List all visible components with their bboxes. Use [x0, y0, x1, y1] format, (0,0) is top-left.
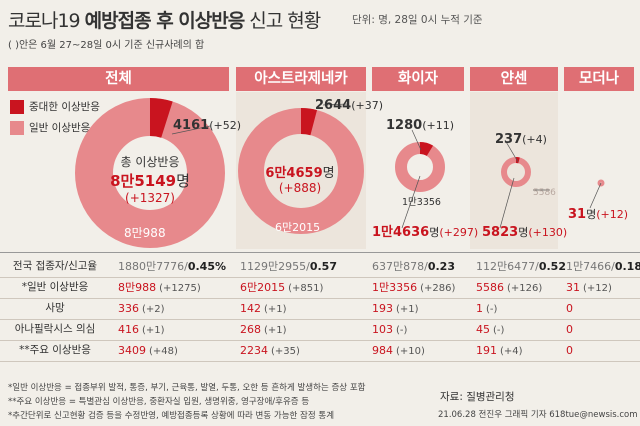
table-row: 아나필락시스 의심 416 (+1) 268 (+1) 103 (-) 45 (-) 0 — [0, 319, 640, 340]
table-cell: 2234 (+35) — [240, 344, 300, 357]
total-center-label: 총 이상반응 8만5149명 (+1327) — [110, 155, 190, 205]
total-general-label: 8만988 — [124, 226, 166, 240]
table-cell: 1만3356 (+286) — [372, 281, 456, 294]
table-cell: 3409 (+48) — [118, 344, 178, 357]
page-title: 코로나19 예방접종 후 이상반응 신고 현황 — [8, 6, 321, 33]
donut-general-slice-4 — [597, 179, 605, 187]
legend-swatch-general — [10, 120, 24, 135]
table-row-divider — [0, 298, 640, 299]
table-cell: 0 — [566, 323, 573, 336]
donut-severe-slice-1 — [300, 108, 318, 136]
table-cell: 416 (+1) — [118, 323, 165, 336]
column-header-janssen: 얀센 — [470, 67, 558, 91]
table-row-divider — [0, 277, 640, 278]
table-cell: 45 (-) — [476, 323, 505, 336]
moderna-total-label: 31명(+12) — [568, 207, 629, 222]
legend-item-severe: 중대한 이상반응 — [10, 99, 100, 114]
table-cell: 1만7466/0.18 — [566, 260, 640, 273]
donut-general-slice-3 — [501, 157, 531, 187]
pfizer-severe-label: 1280(+11) — [386, 118, 454, 133]
table-row-label: *일반 이상반응 — [21, 281, 89, 293]
table-cell: 193 (+1) — [372, 302, 419, 315]
column-bg-janssen — [470, 92, 558, 249]
table-cell: 336 (+2) — [118, 302, 165, 315]
janssen-severe-label: 237(+4) — [495, 132, 547, 147]
table-cell: 984 (+10) — [372, 344, 425, 357]
pfizer-general-label: 1만3356 — [402, 197, 441, 208]
leader-line — [401, 175, 421, 229]
title-suffix: 신고 현황 — [249, 10, 321, 32]
leader-line — [499, 177, 515, 229]
az-severe-label: 2644(+37) — [315, 98, 383, 113]
leader-line — [322, 103, 349, 106]
table-cell: 637만878/0.23 — [372, 260, 455, 273]
table-cell: 6만2015 (+851) — [240, 281, 324, 294]
title-bold: 예방접종 후 이상반응 — [84, 10, 246, 32]
table-cell: 0 — [566, 344, 573, 357]
table-row-label: 전국 접종자/신고율 — [12, 260, 98, 272]
footnote-1: *일반 이상반응 = 접종부위 발적, 통증, 부기, 근육통, 발열, 두통,… — [8, 383, 366, 393]
donut-severe-slice-0 — [149, 98, 173, 138]
unit-note: 단위: 명, 28일 0시 누적 기준 — [352, 14, 483, 26]
az-center-label: 6만4659명 (+888) — [265, 166, 335, 195]
table-row: 사망 336 (+2) 142 (+1) 193 (+1) 1 (-) 0 — [0, 298, 640, 319]
table-row-label: 사망 — [45, 302, 65, 314]
title-prefix: 코로나19 — [8, 10, 81, 32]
table-row: *일반 이상반응 8만988 (+1275) 6만2015 (+851) 1만3356 (+… — [0, 277, 640, 298]
table-cell: 1 (-) — [476, 302, 498, 315]
leader-line — [411, 129, 422, 151]
credit-label: 21.06.28 전진우 그래픽 기자 618tue@newsis.com — [438, 410, 638, 420]
table-cell: 112만6477/0.52 — [476, 260, 566, 273]
legend-swatch-severe — [10, 99, 24, 114]
table-row-label: **주요 이상반응 — [19, 344, 91, 356]
column-header-pfizer: 화이자 — [372, 67, 464, 91]
column-header-moderna: 모더나 — [564, 67, 634, 91]
column-header-az: 아스트라제네카 — [236, 67, 366, 91]
legend-item-general: 일반 이상반응 — [10, 120, 90, 135]
table-cell: 8만988 (+1275) — [118, 281, 201, 294]
column-header-total: 전체 — [8, 67, 229, 91]
pfizer-total-label: 1만4636명(+297) — [372, 225, 479, 240]
source-label: 자료: 질병관리청 — [440, 391, 515, 403]
total-severe-label: 4161(+52) — [173, 118, 241, 133]
table-row: **주요 이상반응 3409 (+48) 2234 (+35) 984 (+10) 191 (+… — [0, 340, 640, 361]
table-cell: 5586 (+126) — [476, 281, 543, 294]
leader-line — [504, 139, 519, 163]
janssen-total-label: 5823명(+130) — [482, 225, 568, 240]
table-cell: 1880만7776/0.45% — [118, 260, 226, 273]
table-row: 전국 접종자/신고율 1880만7776/0.45% 1129만2955/0.57 6… — [0, 256, 640, 277]
table-cell: 191 (+4) — [476, 344, 523, 357]
table-cell: 268 (+1) — [240, 323, 287, 336]
subtitle: ( )안은 6월 27~28일 0시 기준 신규사례의 합 — [8, 40, 205, 51]
footnote-3: *추간단위로 신고현황 검증 등을 수정반영, 예방접종등록 상황에 따라 변동… — [8, 411, 335, 421]
table-row-label: 아나필락시스 의심 — [14, 323, 96, 335]
leader-line — [589, 182, 602, 209]
table-cell: 142 (+1) — [240, 302, 287, 315]
table-row-divider — [0, 340, 640, 341]
table-cell: 1129만2955/0.57 — [240, 260, 337, 273]
footnote-2: **주요 이상반응 = 특별관심 이상반응, 중환자실 입원, 생명위중, 영구… — [8, 397, 310, 407]
janssen-general-label: 5586 — [533, 188, 556, 198]
table-row-divider — [0, 361, 640, 362]
az-general-label: 6만2015 — [275, 221, 321, 234]
donut-severe-slice-2 — [419, 142, 434, 157]
table-cell: 0 — [566, 302, 573, 315]
table-top-divider — [0, 252, 640, 253]
leader-line — [171, 125, 211, 135]
table-cell: 103 (-) — [372, 323, 408, 336]
table-cell: 31 (+12) — [566, 281, 612, 294]
table-row-divider — [0, 319, 640, 320]
